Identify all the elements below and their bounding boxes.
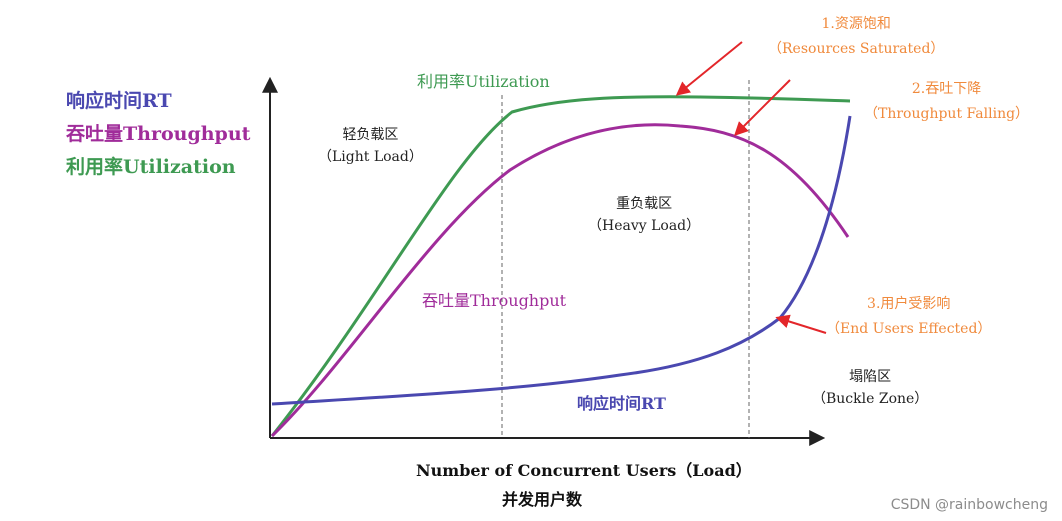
note-throughput-falling-zh: 2.吞吐下降: [911, 81, 982, 97]
utilization-curve-label: 利用率Utilization: [417, 72, 550, 91]
x-axis-title-zh: 并发用户数: [502, 490, 583, 509]
response-time-curve-label: 响应时间RT: [577, 394, 666, 413]
legend-throughput: 吞吐量Throughput: [66, 123, 251, 145]
note-resources-saturated-zh: 1.资源饱和: [821, 16, 891, 32]
zone-buckle: 塌陷区 （Buckle Zone）: [812, 366, 928, 410]
note-throughput-falling: 2.吞吐下降 （Throughput Falling）: [864, 77, 1029, 127]
zone-light-load-en: （Light Load）: [318, 149, 423, 165]
note-resources-saturated-en: （Resources Saturated）: [768, 41, 945, 57]
response-time-curve: [271, 115, 852, 406]
zone-light-load-zh: 轻负载区: [342, 127, 399, 143]
x-axis-title-en: Number of Concurrent Users（Load）: [416, 461, 752, 480]
note-end-users-effected-en: （End Users Effected）: [826, 321, 992, 337]
zone-buckle-zh: 塌陷区: [849, 369, 892, 385]
note-end-users-effected: 3.用户受影响 （End Users Effected）: [826, 292, 991, 342]
zone-light-load: 轻负载区 （Light Load）: [318, 124, 423, 168]
throughput-curve: [270, 123, 850, 438]
zone-heavy-load-en: （Heavy Load）: [588, 218, 701, 234]
legend-response-time: 响应时间RT: [66, 90, 172, 112]
zone-heavy-load: 重负载区 （Heavy Load）: [588, 193, 700, 237]
arrow-end-users-effected: [775, 314, 827, 334]
arrow-resources-saturated: [675, 41, 743, 96]
throughput-curve-label: 吞吐量Throughput: [422, 291, 567, 310]
note-resources-saturated: 1.资源饱和 （Resources Saturated）: [768, 12, 944, 62]
zone-heavy-load-zh: 重负载区: [616, 196, 673, 212]
arrow-throughput-falling: [734, 79, 791, 136]
zone-buckle-en: （Buckle Zone）: [812, 391, 929, 407]
note-end-users-effected-zh: 3.用户受影响: [867, 296, 951, 312]
watermark: CSDN @rainbowcheng: [890, 497, 1048, 513]
note-throughput-falling-en: （Throughput Falling）: [864, 106, 1030, 122]
legend-utilization: 利用率Utilization: [66, 156, 236, 178]
